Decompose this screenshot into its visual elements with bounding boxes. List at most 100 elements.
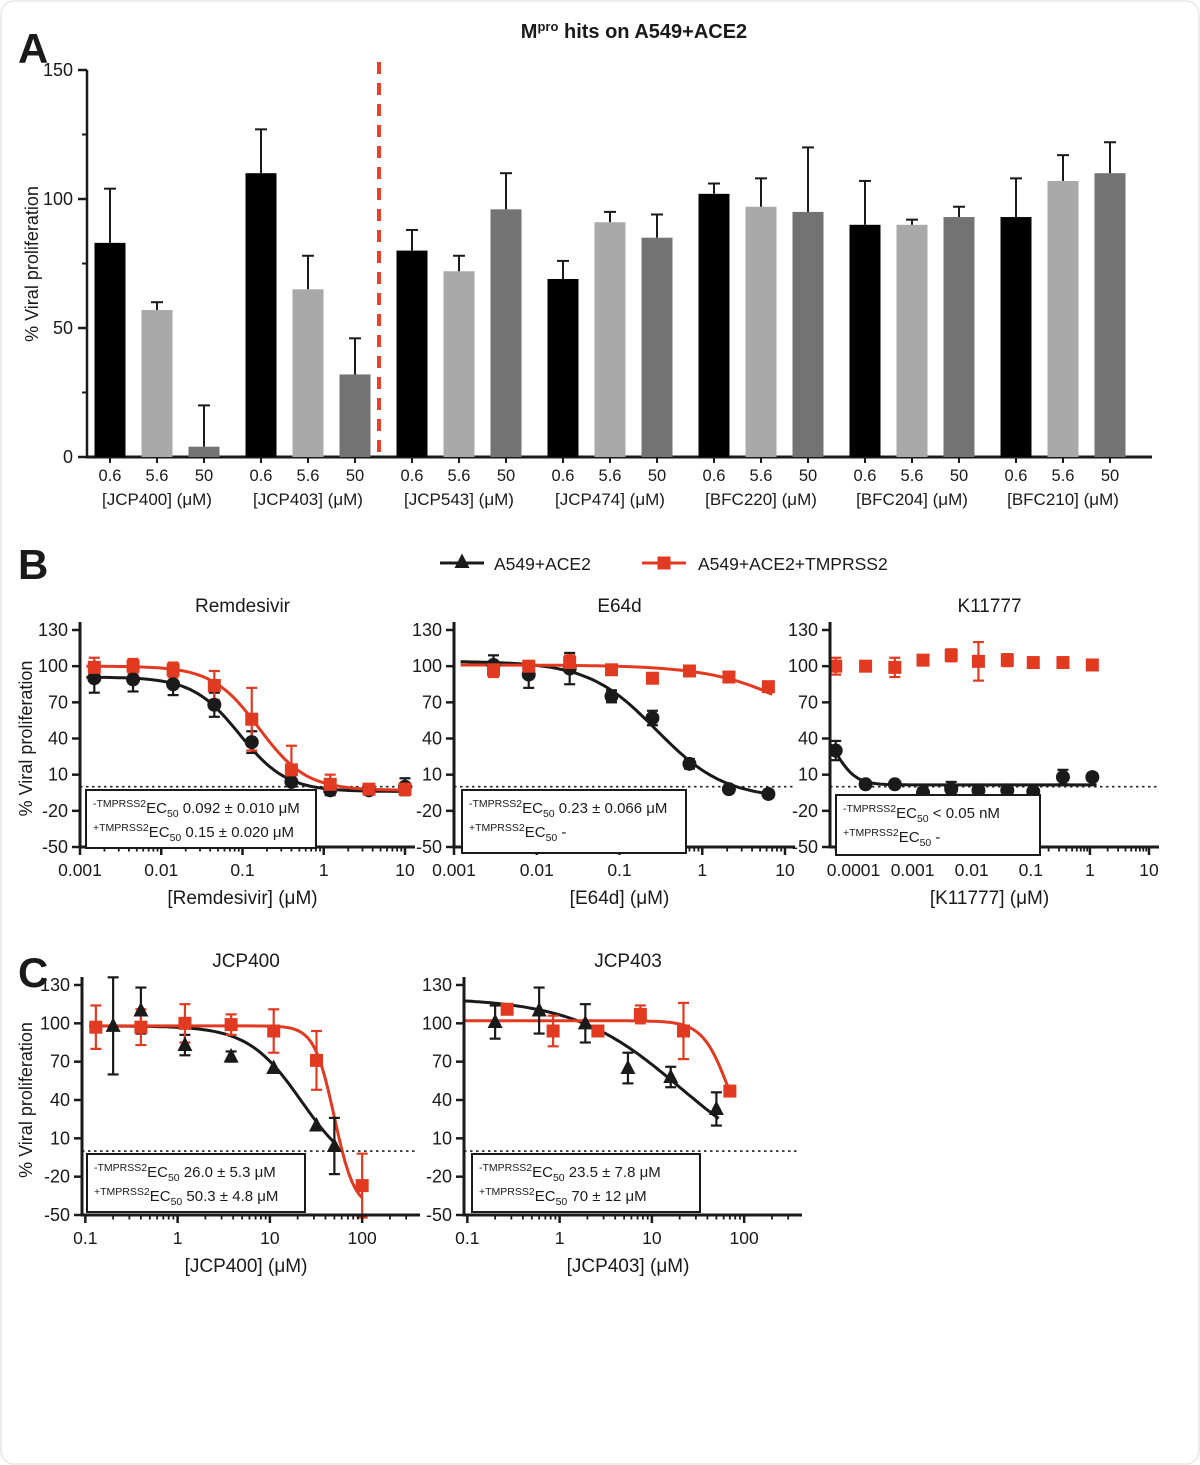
marker-triangle (177, 1036, 193, 1052)
marker-square (355, 1179, 369, 1193)
marker-square (362, 782, 376, 796)
marker-circle (244, 735, 259, 750)
x-tick-label: 100 (730, 1228, 759, 1248)
group-label: [BFC204] (μM) (856, 490, 968, 509)
x-tick-label: 0.001 (58, 860, 102, 880)
marker-square (563, 656, 577, 670)
y-axis-label: % Viral proliferation (16, 661, 36, 817)
y-tick-label: 130 (788, 620, 818, 640)
bar (292, 289, 324, 457)
x-tick-label: 10 (260, 1228, 280, 1248)
marker-square (284, 763, 298, 777)
marker-triangle (663, 1068, 679, 1083)
marker-square (916, 653, 930, 667)
marker-square (944, 648, 958, 662)
bar (339, 374, 371, 457)
x-tick-label: 10 (395, 860, 415, 880)
x-tick-label: 10 (1139, 860, 1159, 880)
ec50-row: +TMPRSS2EC50 50.3 ± 4.8 μM (94, 1186, 278, 1208)
marker-square (224, 1018, 238, 1032)
marker-circle (604, 689, 619, 704)
marker-triangle (708, 1100, 724, 1115)
marker-square (888, 660, 902, 674)
marker-square (1056, 656, 1070, 670)
conc-tick-label: 5.6 (146, 467, 169, 485)
x-tick-label: 1 (173, 1228, 183, 1248)
y-tick-label: 10 (798, 765, 818, 785)
bar (594, 222, 626, 457)
x-tick-label: 10 (775, 860, 795, 880)
group-label: [BFC210] (μM) (1007, 490, 1119, 509)
y-tick-label: 130 (38, 620, 68, 640)
bar (849, 224, 881, 457)
conc-tick-label: 50 (1101, 467, 1119, 485)
marker-circle (126, 672, 141, 687)
y-tick-label: 40 (422, 729, 442, 749)
y-tick-label: -50 (416, 837, 442, 857)
y-tick-label: 100 (40, 1013, 70, 1033)
ec50-row: +TMPRSS2EC50 70 ± 12 μM (479, 1186, 647, 1208)
marker-circle (682, 756, 697, 771)
ec50-box (835, 794, 1041, 856)
y-tick-label: 100 (412, 656, 442, 676)
marker-square (657, 556, 671, 570)
marker-circle (1055, 770, 1070, 785)
conc-tick-label: 50 (346, 467, 364, 485)
marker-square (645, 671, 659, 685)
conc-tick-label: 0.6 (552, 467, 575, 485)
bar (245, 173, 277, 457)
y-tick-label: 10 (432, 1128, 452, 1148)
x-tick-label: 0.001 (891, 860, 935, 880)
dose-plot-jcp400: 130 100 70 40 10 -20 -500.1 1 10 100 JCP400 [JCP400… (16, 951, 420, 1277)
conc-tick-label: 50 (648, 467, 666, 485)
group-label: [JCP543] (μM) (404, 490, 514, 509)
x-tick-label: 1 (319, 860, 329, 880)
y-tick-label: 70 (422, 692, 442, 712)
y-tick-label: -50 (426, 1205, 452, 1225)
marker-square (89, 1020, 103, 1034)
marker-square (166, 663, 180, 677)
group-label: [JCP400] (μM) (102, 490, 212, 509)
x-tick-label: 1 (697, 860, 707, 880)
marker-square (1000, 653, 1014, 667)
chart-title: Mpro hits on A549+ACE2 (521, 19, 747, 43)
marker-circle (887, 777, 902, 792)
marker-square (859, 659, 873, 673)
y-tick-label: 130 (40, 975, 70, 995)
x-tick-label: 0.01 (520, 860, 554, 880)
dose-plot-jcp403: 130 100 70 40 10 -20 -500.1 1 10 100 JCP403 [JCP403… (422, 951, 802, 1277)
conc-tick-label: 5.6 (901, 467, 924, 485)
conc-tick-label: 5.6 (1052, 467, 1075, 485)
legend: A549+ACE2 A549+ACE2+TMPRSS2 (440, 553, 888, 574)
conc-tick-label: 0.6 (250, 467, 273, 485)
chart-title: K11777 (957, 596, 1021, 617)
conc-tick-label: 0.6 (854, 467, 877, 485)
ec50-row: -TMPRSS2EC50 < 0.05 nM (843, 803, 1000, 825)
y-tick-label: -50 (44, 1205, 70, 1225)
marker-square (87, 660, 101, 674)
marker-square (126, 659, 140, 673)
marker-square (546, 1024, 560, 1038)
bar (188, 446, 220, 457)
marker-square (522, 659, 536, 673)
conc-tick-label: 50 (497, 467, 515, 485)
y-tick-label: 70 (432, 1052, 452, 1072)
fit-curve (86, 675, 405, 793)
marker-square (134, 1020, 148, 1034)
x-tick-label: 0.01 (144, 860, 178, 880)
y-tick-label: 40 (50, 1090, 70, 1110)
bar (943, 217, 975, 457)
chart-title: E64d (597, 596, 641, 617)
marker-triangle (133, 1002, 149, 1017)
x-tick-label: 0.1 (607, 860, 631, 880)
marker-square (682, 664, 696, 678)
marker-square (267, 1024, 281, 1038)
marker-circle (971, 783, 986, 798)
fit-curve (89, 1024, 338, 1146)
marker-square (761, 680, 775, 694)
marker-square (676, 1024, 690, 1038)
y-tick-label: 0 (63, 447, 73, 467)
marker-triangle (223, 1048, 239, 1063)
x-tick-label: 0.1 (1019, 860, 1043, 880)
